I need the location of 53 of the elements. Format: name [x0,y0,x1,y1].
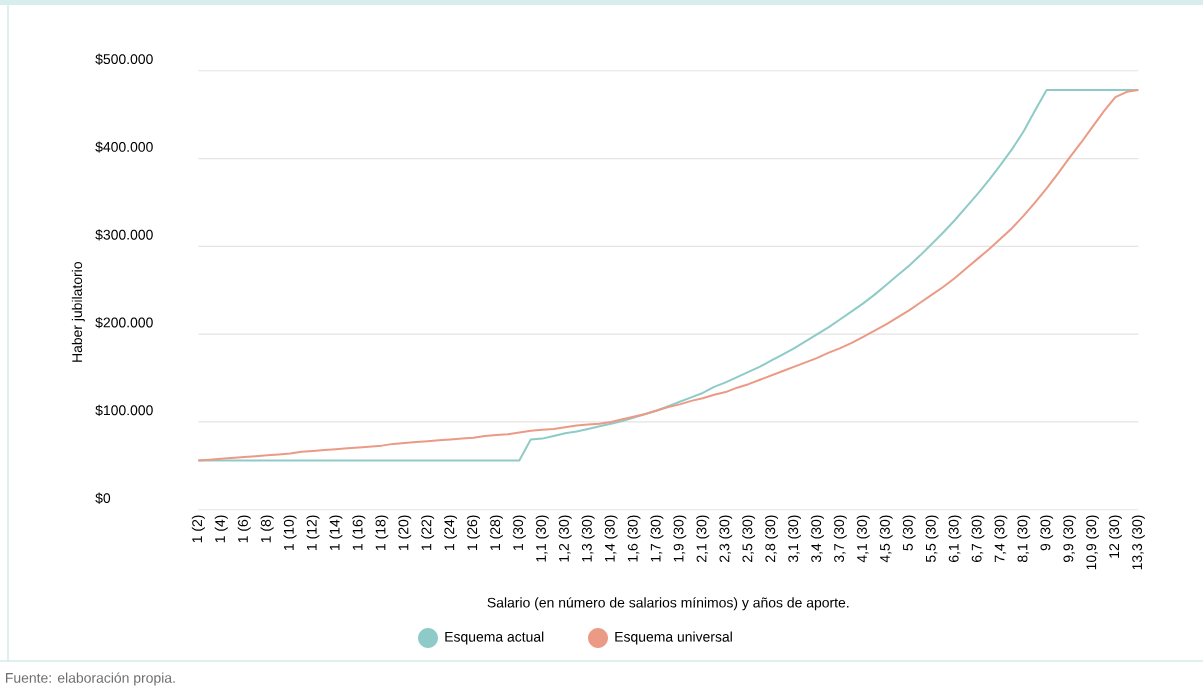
x-tick-label: 3,1 (30) [787,515,801,563]
x-tick-label: 1 (2) [191,515,205,543]
y-axis-title: Haber jubilatorio [71,262,85,362]
x-tick-label: 1 (28) [489,515,503,550]
x-tick-label: 1 (26) [466,515,480,550]
x-tick-label: 1,1 (30) [535,515,549,562]
x-tick-label: 8,1 (30) [1017,515,1031,563]
x-tick-label: 5 (30) [902,515,916,551]
legend-label: Esquema actual [445,631,544,645]
x-tick-label: 1 (10) [283,515,297,550]
x-tick-label: 9,9 (30) [1063,515,1077,562]
y-tick-label: $100.000 [95,404,153,417]
x-tick-label: 7,4 (30) [994,515,1008,562]
x-tick-label: 6,1 (30) [948,515,962,562]
x-tick-label: 6,7 (30) [971,515,985,562]
x-tick-label: 2,1 (30) [696,515,710,562]
x-tick-label: 1 (16) [352,515,366,550]
x-axis-title: Salario (en número de salarios mínimos) y años de aporte. [487,597,849,611]
x-tick-label: 1 (12) [306,515,320,550]
x-tick-label: 4,5 (30) [879,515,893,563]
x-tick-label: 1 (30) [512,515,526,550]
y-tick-label: $500.000 [95,53,153,65]
x-tick-label: 1 (24) [444,515,458,550]
x-tick-label: 1,4 (30) [604,515,618,562]
legend-label: Esquema universal [615,631,732,645]
x-tick-label: 1 (6) [237,515,251,543]
x-tick-label: 1,3 (30) [581,515,595,562]
x-tick-label: 1 (4) [214,515,228,543]
y-tick-label: $200.000 [95,316,153,329]
x-tick-label: 12 (30) [1108,515,1122,558]
x-tick-label: 1 (22) [421,515,435,550]
x-tick-label: 2,8 (30) [765,515,778,562]
x-tick-label: 2,5 (30) [742,515,756,562]
x-tick-label: 1 (14) [329,515,343,550]
x-tick-label: 1,9 (30) [673,515,687,562]
x-tick-label: 3,7 (30) [833,515,847,563]
x-tick-label: 1 (20) [398,515,412,550]
y-tick-label: $0 [95,492,111,504]
x-tick-label: 1,2 (30) [558,515,572,562]
x-tick-label: 2,3 (30) [719,515,733,562]
x-tick-label: 4,1 (30) [856,515,870,563]
x-tick-label: 9 (30) [1040,515,1054,551]
x-tick-label: 1 (18) [375,515,389,550]
x-tick-label: 1 (8) [260,515,274,543]
y-tick-label: $300.000 [95,229,153,241]
x-tick-label: 13,3 (30) [1131,515,1145,570]
x-tick-label: 5,5 (30) [925,515,939,563]
x-tick-label: 1,7 (30) [650,515,664,562]
x-tick-label: 1,6 (30) [627,515,641,562]
y-tick-label: $400.000 [95,141,153,153]
x-tick-label: 3,4 (30) [810,515,824,563]
x-tick-label: 10,9 (30) [1085,515,1099,570]
source-note: Fuente: elaboración propia. [6,672,175,686]
